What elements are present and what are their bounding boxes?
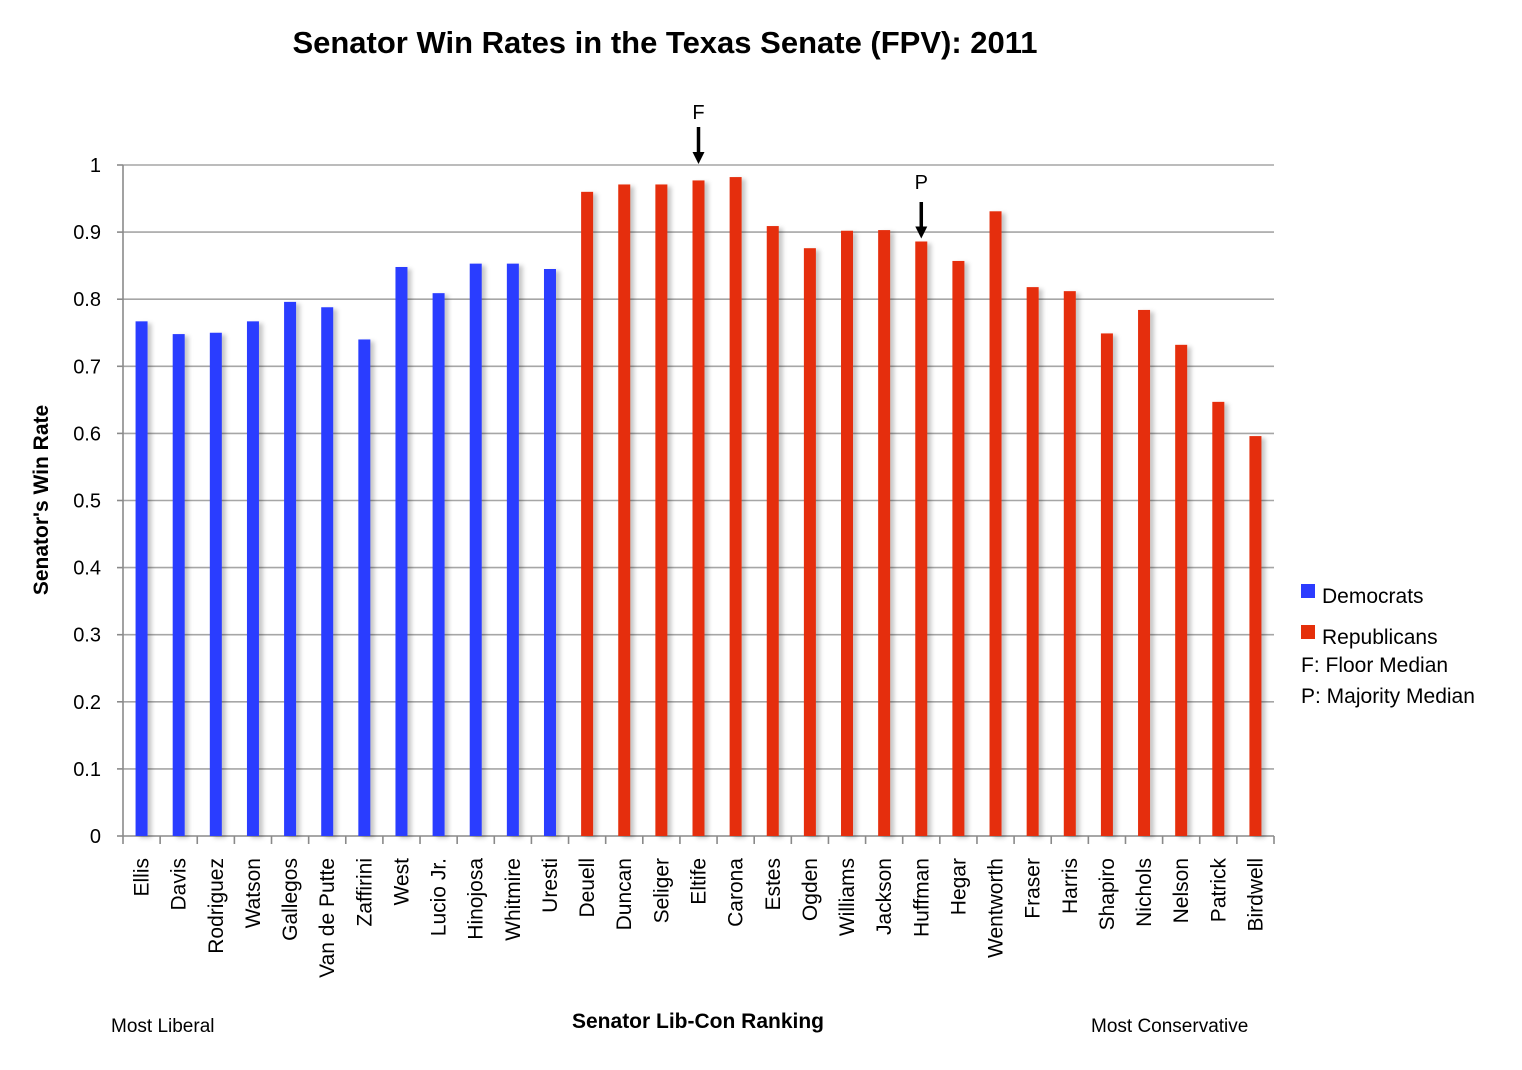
x-tick-label: Hinojosa <box>465 858 488 940</box>
bar-carona <box>729 177 742 836</box>
x-tick-label: Shapiro <box>1096 858 1119 930</box>
x-tick-label: Patrick <box>1207 858 1230 923</box>
bar-estes <box>766 226 779 836</box>
bar-zaffirini <box>358 339 371 836</box>
y-axis-label: Senator's Win Rate <box>30 405 53 595</box>
annotation-arrowhead-f <box>692 152 705 164</box>
legend-note: P: Majority Median <box>1301 685 1475 708</box>
legend-label-democrats: Democrats <box>1322 585 1424 608</box>
bar-duncan <box>618 184 631 837</box>
x-tick-label: Watson <box>242 858 265 928</box>
bar-whitmire <box>506 263 519 837</box>
bar-wentworth <box>989 211 1002 836</box>
x-tick-label: Harris <box>1059 858 1082 914</box>
bar-west <box>395 266 408 836</box>
bar-eltife <box>692 180 705 837</box>
bar-jackson <box>878 230 891 836</box>
bar-lucio-jr- <box>432 293 445 836</box>
x-tick-label: Rodriguez <box>205 858 228 954</box>
bar-deuell <box>581 191 594 837</box>
x-tick-label: Hegar <box>947 858 970 915</box>
bar-hinojosa <box>469 263 482 837</box>
bar-gallegos <box>284 301 297 836</box>
x-tick-label: Jackson <box>873 858 896 935</box>
bar-birdwell <box>1249 436 1262 836</box>
x-axis-label: Senator Lib-Con Ranking <box>572 1010 824 1033</box>
y-tick-label: 0.9 <box>73 222 101 244</box>
legend-swatch-democrats <box>1301 584 1315 598</box>
x-tick-label: Huffman <box>910 858 933 937</box>
bar-ogden <box>803 248 816 837</box>
bar-rodriguez <box>209 332 222 836</box>
x-tick-label: Eltife <box>688 858 711 905</box>
x-tick-label: Nichols <box>1133 858 1156 927</box>
x-tick-label: Ogden <box>799 858 822 921</box>
x-tick-label: Fraser <box>1022 858 1045 919</box>
x-tick-label: Zaffirini <box>353 858 376 926</box>
x-tick-label: Gallegos <box>279 858 302 941</box>
bar-harris <box>1063 291 1076 836</box>
bar-fraser <box>1026 287 1039 836</box>
bar-ellis <box>135 321 148 836</box>
x-tick-label: Birdwell <box>1244 858 1267 932</box>
bar-hegar <box>952 260 965 836</box>
chart-title: Senator Win Rates in the Texas Senate (F… <box>292 25 1037 60</box>
y-tick-label: 0.6 <box>73 423 101 445</box>
x-tick-label: Williams <box>836 858 859 936</box>
note-most-conservative: Most Conservative <box>1091 1016 1248 1037</box>
x-tick-label: Duncan <box>613 858 636 930</box>
bar-williams <box>841 230 854 836</box>
x-tick-label: Uresti <box>539 858 562 913</box>
bar-nelson <box>1175 344 1188 836</box>
x-tick-label: Wentworth <box>985 858 1008 958</box>
legend-swatch-republicans <box>1301 625 1315 639</box>
x-tick-label: Lucio Jr. <box>428 858 451 936</box>
bar-seliger <box>655 184 668 837</box>
y-tick-label: 0.2 <box>73 692 101 714</box>
x-tick-label: Davis <box>168 858 191 911</box>
x-tick-label: West <box>390 858 413 906</box>
bar-patrick <box>1212 401 1225 836</box>
bar-uresti <box>543 269 556 836</box>
y-tick-label: 0.5 <box>73 491 101 513</box>
note-most-liberal: Most Liberal <box>111 1016 215 1037</box>
y-tick-label: 0.7 <box>73 356 101 378</box>
y-tick-label: 0.8 <box>73 289 101 311</box>
annotation-label-f: F <box>692 102 704 124</box>
y-tick-label: 1 <box>90 155 101 177</box>
bar-watson <box>246 321 259 836</box>
bar-shapiro <box>1100 333 1113 836</box>
legend-note: F: Floor Median <box>1301 654 1448 677</box>
y-tick-label: 0.4 <box>73 558 101 580</box>
x-tick-label: Deuell <box>576 858 599 918</box>
bar-van-de-putte <box>321 307 334 836</box>
x-tick-label: Whitmire <box>502 858 525 941</box>
x-tick-label: Seliger <box>650 858 673 923</box>
x-tick-label: Carona <box>725 858 748 927</box>
x-tick-label: Estes <box>762 858 785 911</box>
x-tick-label: Van de Putte <box>316 858 339 978</box>
x-tick-label: Ellis <box>131 858 154 897</box>
annotation-arrowhead-p <box>915 226 928 239</box>
bar-davis <box>172 334 185 836</box>
y-tick-label: 0 <box>90 826 101 848</box>
y-tick-label: 0.1 <box>73 759 101 781</box>
bar-huffman <box>915 241 928 836</box>
x-tick-label: Nelson <box>1170 858 1193 923</box>
legend-label-republicans: Republicans <box>1322 626 1438 649</box>
y-tick-label: 0.3 <box>73 625 101 647</box>
annotation-label-p: P <box>915 172 928 194</box>
bar-nichols <box>1138 309 1151 836</box>
